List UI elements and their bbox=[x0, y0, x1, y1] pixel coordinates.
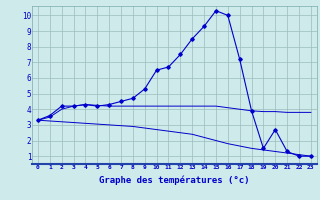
X-axis label: Graphe des températures (°c): Graphe des températures (°c) bbox=[99, 175, 250, 185]
